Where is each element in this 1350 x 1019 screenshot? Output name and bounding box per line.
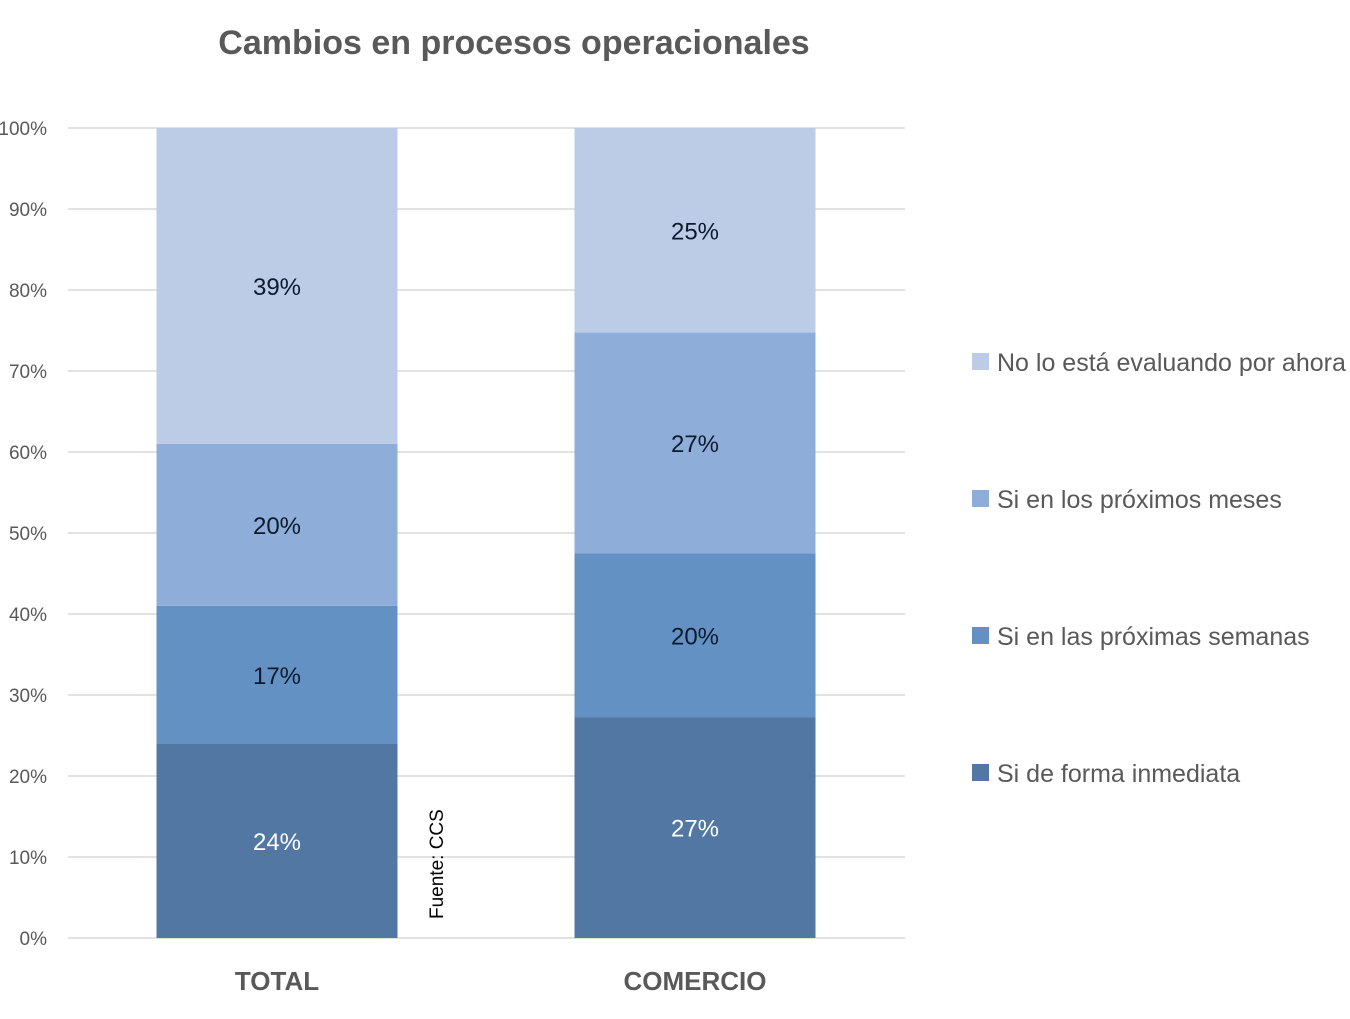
legend-item: Si de forma inmediata [972,760,1240,788]
y-tick-label: 90% [9,200,47,221]
legend-item: Si en las próximas semanas [972,623,1310,651]
y-axis-ticks: 0% 10% 20% 30% 40% 50% 60% 70% 80% 90% 100% [0,119,47,950]
legend-item: Si en los próximos meses [972,486,1282,514]
legend-label: No lo está evaluando por ahora [997,349,1346,377]
legend-swatch [972,764,989,781]
legend-label: Si de forma inmediata [997,760,1240,788]
y-tick-label: 70% [9,362,47,383]
legend-label: Si en las próximas semanas [997,623,1310,651]
data-label: 25% [671,218,719,245]
data-label: 20% [671,623,719,650]
data-label: 17% [253,663,301,690]
y-tick-label: 0% [20,929,48,950]
data-label: 20% [253,513,301,540]
x-category-label: COMERCIO [624,966,767,996]
y-tick-label: 10% [9,848,47,869]
legend-swatch [972,627,989,644]
chart-title: Cambios en procesos operacionales [218,24,809,62]
x-axis-categories: TOTAL COMERCIO [235,966,767,996]
y-tick-label: 40% [9,605,47,626]
legend-label: Si en los próximos meses [997,486,1282,514]
data-label: 24% [253,829,301,856]
y-tick-label: 50% [9,524,47,545]
x-category-label: TOTAL [235,966,319,996]
legend-swatch [972,353,989,370]
data-label: 27% [671,431,719,458]
legend: No lo está evaluando por ahora Si en los … [972,349,1346,788]
y-tick-label: 20% [9,767,47,788]
y-tick-label: 60% [9,443,47,464]
data-label: 39% [253,274,301,301]
legend-item: No lo está evaluando por ahora [972,349,1346,377]
y-tick-label: 80% [9,281,47,302]
y-tick-label: 100% [0,119,47,140]
legend-swatch [972,490,989,507]
source-annotation: Fuente: CCS [427,809,448,919]
data-label: 27% [671,816,719,843]
y-tick-label: 30% [9,686,47,707]
